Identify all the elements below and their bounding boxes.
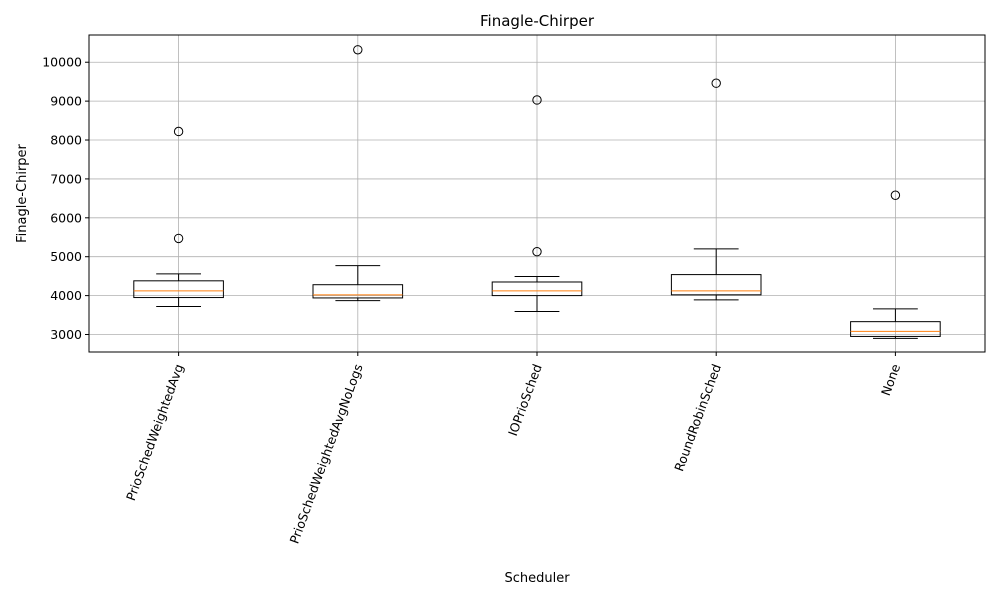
box-RoundRobinSched [670, 78, 762, 301]
iqr-box [133, 280, 224, 299]
box-PrioSchedWeightedAvgNoLogs [312, 45, 404, 302]
y-tick-label: 6000 [50, 210, 82, 225]
iqr-box [850, 321, 941, 337]
y-tick-label: 3000 [50, 327, 82, 342]
chart-title: Finagle-Chirper [480, 12, 595, 30]
x-tick-label: None [878, 362, 903, 398]
plot-area [133, 45, 941, 339]
box-PrioSchedWeightedAvg [133, 126, 224, 307]
box-IOPrioSched [491, 95, 583, 313]
y-tick-label: 8000 [50, 133, 82, 148]
x-tick-label: IOPrioSched [505, 362, 545, 438]
x-tick-label: RoundRobinSched [671, 362, 724, 473]
outlier-point [173, 233, 184, 244]
y-tick-label: 5000 [50, 249, 82, 264]
box-None [850, 190, 941, 339]
outlier-point [353, 45, 363, 55]
outlier-point [173, 126, 184, 137]
y-axis-label: Finagle-Chirper [15, 143, 30, 242]
iqr-box [312, 284, 404, 299]
x-tick-label: PrioSchedWeightedAvg [123, 362, 186, 503]
x-tick-label: PrioSchedWeightedAvgNoLogs [287, 362, 366, 546]
x-axis-ticks: PrioSchedWeightedAvg PrioSchedWeightedAvg… [123, 352, 903, 546]
y-axis-ticks: 3000 4000 5000 6000 7000 8000 9000 10000 [42, 55, 89, 342]
y-tick-label: 9000 [50, 94, 82, 109]
outlier-point [890, 190, 901, 200]
iqr-box [670, 274, 762, 296]
y-tick-label: 10000 [42, 55, 82, 70]
outlier-point [532, 95, 542, 105]
outlier-point [532, 246, 542, 257]
outlier-point [711, 78, 721, 88]
y-tick-label: 7000 [50, 171, 82, 186]
iqr-box [491, 281, 583, 297]
y-tick-label: 4000 [50, 288, 82, 303]
x-axis-label: Scheduler [504, 571, 570, 586]
